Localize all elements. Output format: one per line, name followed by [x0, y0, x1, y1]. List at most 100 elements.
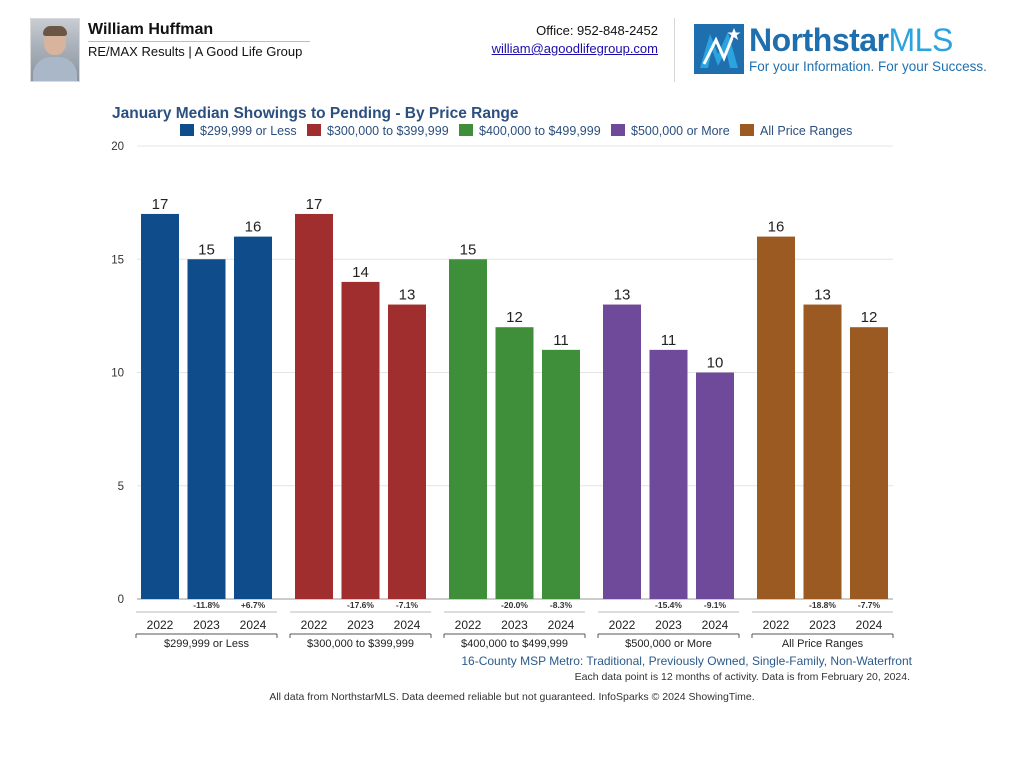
y-tick-label: 15 [111, 254, 124, 266]
bar-value-label: 16 [768, 219, 785, 236]
x-year-label: 2024 [394, 618, 421, 632]
x-year-label: 2022 [301, 618, 328, 632]
office-phone: Office: 952-848-2452 [536, 23, 658, 38]
region-note: 16-County MSP Metro: Traditional, Previo… [461, 654, 912, 668]
bar-value-label: 13 [614, 287, 631, 304]
x-year-label: 2023 [347, 618, 374, 632]
legend-label: $400,000 to $499,999 [479, 124, 601, 138]
x-year-label: 2024 [548, 618, 575, 632]
bar [542, 349, 580, 599]
bar-value-label: 13 [814, 287, 831, 304]
bar [234, 236, 272, 599]
bar-value-label: 16 [245, 219, 262, 236]
logo-tagline: For your Information. For your Success. [749, 59, 987, 74]
y-tick-label: 20 [111, 141, 124, 153]
bar-value-label: 15 [198, 241, 215, 258]
legend-item-400000-to-499999: $400,000 to $499,999 [459, 124, 601, 138]
legend-label: $299,999 or Less [200, 124, 297, 138]
footer-disclaimer: All data from NorthstarMLS. Data deemed … [269, 691, 755, 703]
y-tick-label: 0 [118, 594, 124, 606]
x-year-label: 2023 [193, 618, 220, 632]
legend-label: $300,000 to $399,999 [327, 124, 449, 138]
change-label: -15.4% [655, 600, 682, 610]
legend-swatch [459, 124, 473, 136]
change-label: -7.1% [396, 600, 419, 610]
bar-value-label: 17 [306, 196, 323, 213]
legend-swatch [180, 124, 194, 136]
agent-name: William Huffman [88, 21, 214, 38]
x-year-label: 2024 [240, 618, 267, 632]
x-group-label: $300,000 to $399,999 [307, 638, 414, 650]
chart-legend: $299,999 or Less $300,000 to $399,999 $4… [0, 124, 1024, 142]
agent-divider [88, 41, 310, 42]
change-label: -11.8% [193, 600, 220, 610]
header-divider [674, 18, 675, 82]
legend-swatch [307, 124, 321, 136]
legend-item-299999-or-less: $299,999 or Less [180, 124, 297, 138]
contact-block: Office: 952-848-2452 william@agoodlifegr… [492, 23, 658, 56]
change-label: -20.0% [501, 600, 528, 610]
bar [603, 304, 641, 599]
bar-value-label: 17 [152, 196, 169, 213]
bar [757, 236, 795, 599]
change-label: -18.8% [809, 600, 836, 610]
logo-brand: Northstar [749, 22, 889, 58]
bar [187, 259, 226, 599]
bar-value-label: 11 [661, 332, 677, 349]
x-group-label: $500,000 or More [625, 638, 712, 650]
legend-item-all-price-ranges: All Price Ranges [740, 124, 852, 138]
legend-label: All Price Ranges [760, 124, 853, 138]
change-label: +6.7% [241, 600, 266, 610]
legend-item-300000-to-399999: $300,000 to $399,999 [307, 124, 449, 138]
logo-wordmark: NorthstarMLS [749, 22, 953, 59]
bar [449, 259, 487, 599]
logo-suffix: MLS [888, 22, 954, 58]
bar [295, 213, 333, 599]
x-year-label: 2023 [655, 618, 682, 632]
bar-value-label: 13 [399, 287, 416, 304]
x-year-label: 2024 [856, 618, 883, 632]
x-year-label: 2022 [763, 618, 790, 632]
x-year-label: 2023 [501, 618, 528, 632]
bar [341, 281, 380, 599]
northstar-mls-logo: NorthstarMLS For your Information. For y… [694, 22, 994, 76]
legend-swatch [611, 124, 625, 136]
bar-value-label: 12 [861, 309, 878, 326]
legend-label: $500,000 or More [631, 124, 730, 138]
x-group-label: $400,000 to $499,999 [461, 638, 568, 650]
legend-item-500000-or-more: $500,000 or More [611, 124, 730, 138]
y-tick-label: 5 [118, 481, 124, 493]
x-year-label: 2022 [147, 618, 174, 632]
bar [696, 372, 734, 599]
bar [495, 327, 534, 599]
change-label: -7.7% [858, 600, 881, 610]
change-label: -9.1% [704, 600, 727, 610]
bar-value-label: 11 [553, 332, 569, 349]
x-year-label: 2022 [455, 618, 482, 632]
bar [141, 213, 179, 599]
northstar-logo-icon [694, 24, 744, 74]
data-info-note: Each data point is 12 months of activity… [574, 671, 910, 683]
chart-title: January Median Showings to Pending - By … [112, 105, 519, 122]
bar-value-label: 15 [460, 241, 477, 258]
agent-photo [30, 18, 80, 82]
bar-value-label: 12 [506, 309, 523, 326]
x-group-label: $299,999 or Less [164, 638, 250, 650]
x-year-label: 2022 [609, 618, 636, 632]
agent-company: RE/MAX Results | A Good Life Group [88, 44, 303, 59]
y-tick-label: 10 [111, 368, 124, 380]
bar [850, 327, 888, 599]
change-label: -17.6% [347, 600, 374, 610]
bar-value-label: 10 [707, 355, 724, 372]
change-label: -8.3% [550, 600, 573, 610]
bar [649, 349, 688, 599]
bar [803, 304, 842, 599]
bar [388, 304, 426, 599]
bar-value-label: 14 [352, 264, 369, 281]
email-link[interactable]: william@agoodlifegroup.com [491, 41, 658, 56]
x-year-label: 2023 [809, 618, 836, 632]
legend-swatch [740, 124, 754, 136]
x-group-label: All Price Ranges [782, 638, 864, 650]
x-year-label: 2024 [702, 618, 729, 632]
